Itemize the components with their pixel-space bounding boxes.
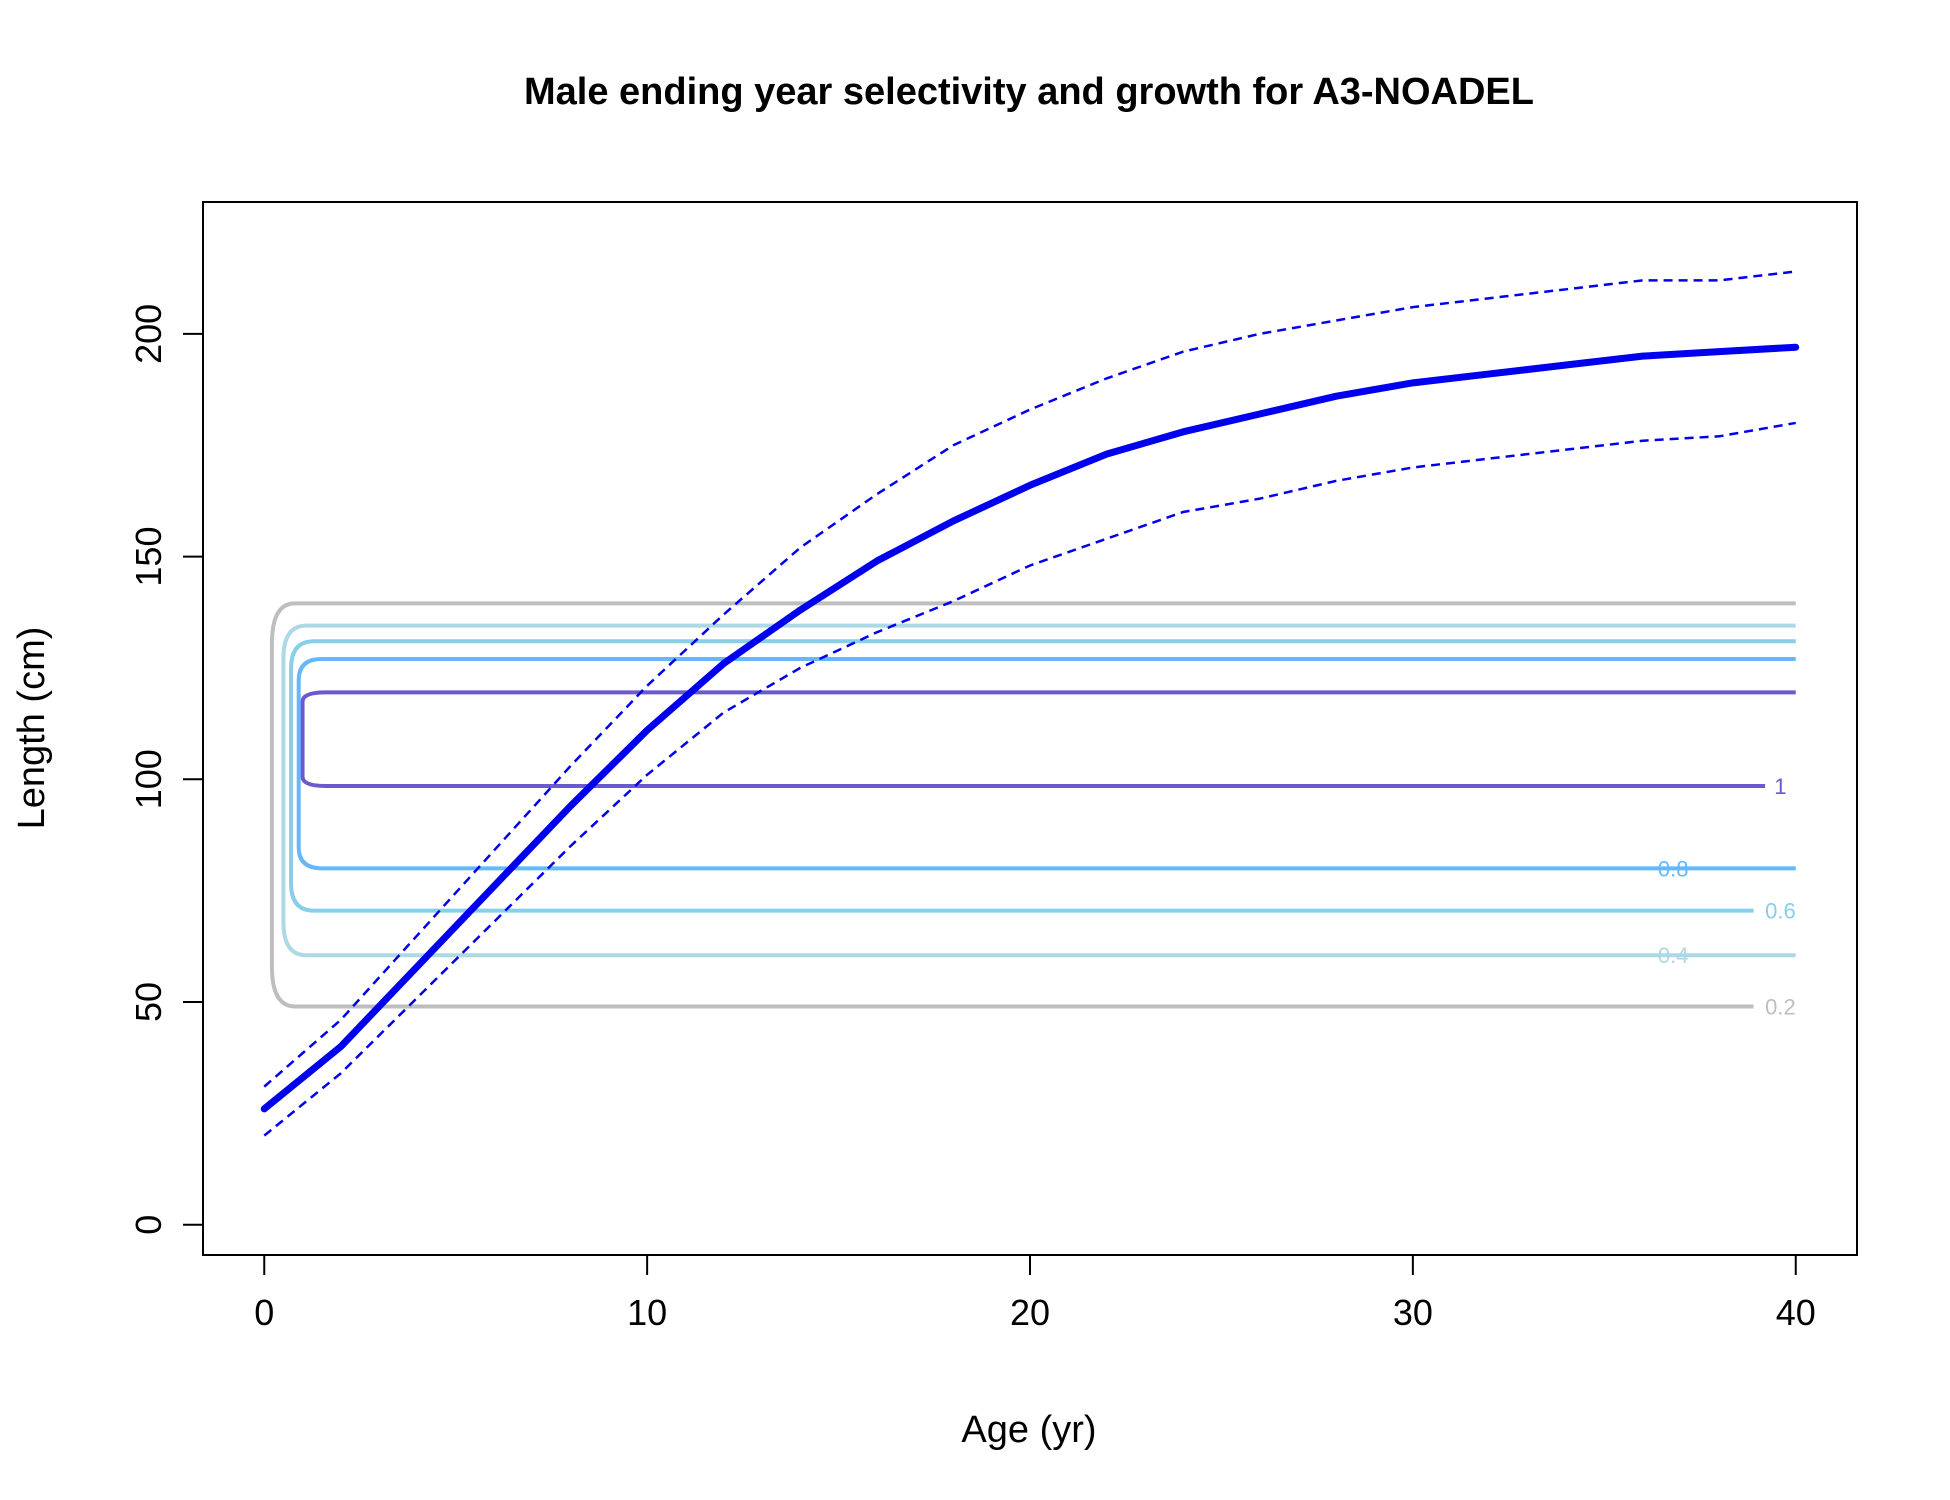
chart-title: Male ending year selectivity and growth … bbox=[524, 71, 1534, 113]
contour-line-0.6 bbox=[289, 639, 1796, 913]
x-tick-label: 20 bbox=[1010, 1292, 1050, 1333]
x-tick-label: 10 bbox=[627, 1292, 667, 1333]
y-tick-label: 200 bbox=[128, 304, 169, 364]
growth-lower-interval bbox=[263, 421, 1796, 1137]
x-axis-label: Age (yr) bbox=[961, 1409, 1096, 1451]
contour-label-0.8: 0.8 bbox=[1658, 856, 1689, 881]
y-axis: 0 50 100 150 200 bbox=[128, 304, 204, 1235]
x-tick-label: 0 bbox=[254, 1292, 274, 1333]
y-tick-label: 50 bbox=[128, 982, 169, 1022]
x-tick-label: 40 bbox=[1776, 1292, 1816, 1333]
growth-curves bbox=[260, 270, 1800, 1137]
growth-upper-interval bbox=[263, 270, 1796, 1088]
contour-line-0.4 bbox=[281, 623, 1796, 958]
contour-line-0.2 bbox=[269, 601, 1796, 1009]
y-axis-label: Length (cm) bbox=[11, 627, 53, 830]
contour-line-1 bbox=[300, 690, 1796, 788]
y-tick-label: 100 bbox=[128, 749, 169, 809]
x-tick-label: 30 bbox=[1393, 1292, 1433, 1333]
y-tick-label: 150 bbox=[128, 527, 169, 587]
x-axis: 0 10 20 30 40 bbox=[254, 1254, 1816, 1333]
contour-label-0.4: 0.4 bbox=[1658, 943, 1689, 968]
contour-label-1: 1 bbox=[1774, 774, 1786, 799]
y-tick-label: 0 bbox=[128, 1215, 169, 1235]
selectivity-contours: 1 0.8 0.6 0.4 0.2 bbox=[269, 601, 1796, 1019]
growth-mean-line bbox=[260, 343, 1800, 1113]
contour-line-0.8 bbox=[296, 657, 1796, 871]
contour-label-0.2: 0.2 bbox=[1765, 994, 1796, 1019]
contour-label-0.6: 0.6 bbox=[1765, 899, 1796, 924]
